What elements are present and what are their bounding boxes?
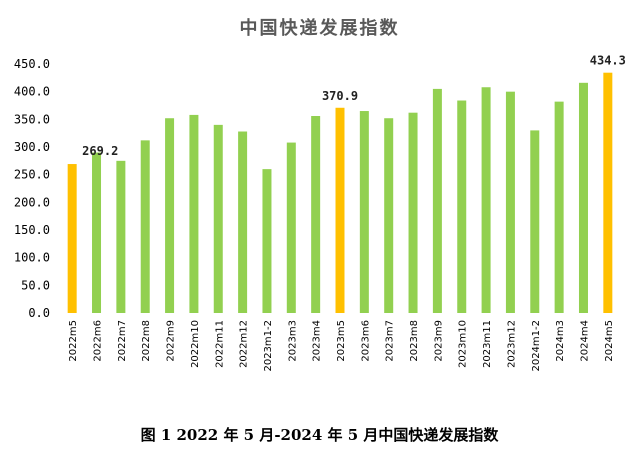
- bar-2023m3: [286, 142, 296, 313]
- y-axis: 0.0 50.0 100.0 150.0 200.0 250.0 300.0 350.0 400…: [14, 57, 50, 320]
- y-tick-label: 300.0: [14, 140, 50, 154]
- bar-2024m4: [578, 82, 588, 313]
- y-tick-label: 100.0: [14, 251, 50, 265]
- figure-caption: 图 1 2022 年 5 月-2024 年 5 月中国快递发展指数: [140, 426, 499, 444]
- x-tick-label: 2023m11: [482, 320, 493, 368]
- x-tick-label: 2022m11: [214, 320, 225, 368]
- data-labels: 269.2 370.9 434.3: [82, 54, 626, 158]
- x-axis-labels: 2022m5 2022m6 2022m7 2022m8 2022m9 2022m10 202…: [68, 320, 615, 372]
- y-tick-label: 0.0: [28, 306, 50, 320]
- x-tick-label: 2023m6: [360, 320, 371, 362]
- y-tick-label: 250.0: [14, 168, 50, 182]
- x-tick-label: 2022m6: [93, 320, 104, 362]
- bar-2023m6: [359, 111, 369, 313]
- x-tick-label: 2023m5: [336, 320, 347, 362]
- x-tick-label: 2024m4: [579, 320, 590, 362]
- bar-2023m12: [505, 91, 515, 313]
- y-tick-label: 350.0: [14, 112, 50, 126]
- x-tick-label: 2023m3: [287, 320, 298, 362]
- bar-2022m9: [165, 118, 175, 313]
- bar-2023m5: [335, 107, 345, 314]
- bar-2023m8: [408, 112, 418, 313]
- bar-2023m11: [481, 87, 491, 314]
- bar-2023m10: [457, 100, 467, 314]
- bar-2022m12: [238, 131, 248, 313]
- bar-2024m5: [603, 72, 613, 313]
- x-tick-label: 2024m5: [604, 320, 615, 362]
- bar-2023m4: [311, 116, 321, 313]
- bar-2022m5: [67, 164, 77, 313]
- y-tick-label: 150.0: [14, 223, 50, 237]
- x-tick-label: 2022m10: [190, 320, 201, 368]
- bar-2023m9: [432, 88, 442, 314]
- x-tick-label: 2024m1-2: [531, 320, 542, 372]
- bar-2022m6: [92, 152, 102, 313]
- x-tick-label: 2022m12: [239, 320, 250, 368]
- bar-2022m11: [213, 124, 223, 314]
- bar-2022m7: [116, 160, 126, 313]
- x-tick-label: 2023m4: [312, 320, 323, 362]
- x-tick-label: 2023m7: [385, 320, 396, 362]
- x-tick-label: 2023m12: [506, 320, 517, 368]
- y-tick-label: 50.0: [21, 278, 50, 292]
- bar-2022m10: [189, 114, 199, 313]
- chart-title: 中国快递发展指数: [239, 18, 400, 39]
- data-label: 434.3: [590, 54, 626, 68]
- x-tick-label: 2023m10: [458, 320, 469, 368]
- bar-2024m1-2: [530, 130, 540, 313]
- x-tick-label: 2022m8: [141, 320, 152, 362]
- x-tick-label: 2022m7: [117, 320, 128, 362]
- x-tick-label: 2024m3: [555, 320, 566, 362]
- bar-2022m8: [140, 140, 150, 313]
- bars: [67, 72, 613, 314]
- x-tick-label: 2023m9: [433, 320, 444, 362]
- x-tick-label: 2023m1-2: [263, 320, 274, 372]
- y-tick-label: 450.0: [14, 57, 50, 71]
- bar-2023m1-2: [262, 169, 272, 313]
- data-label: 269.2: [82, 144, 118, 158]
- bar-2024m3: [554, 101, 564, 313]
- y-tick-label: 400.0: [14, 85, 50, 99]
- x-tick-label: 2022m9: [166, 320, 177, 362]
- x-tick-label: 2023m8: [409, 320, 420, 362]
- data-label: 370.9: [322, 89, 358, 103]
- x-tick-label: 2022m5: [68, 320, 79, 362]
- y-tick-label: 200.0: [14, 195, 50, 209]
- bar-2023m7: [384, 118, 394, 313]
